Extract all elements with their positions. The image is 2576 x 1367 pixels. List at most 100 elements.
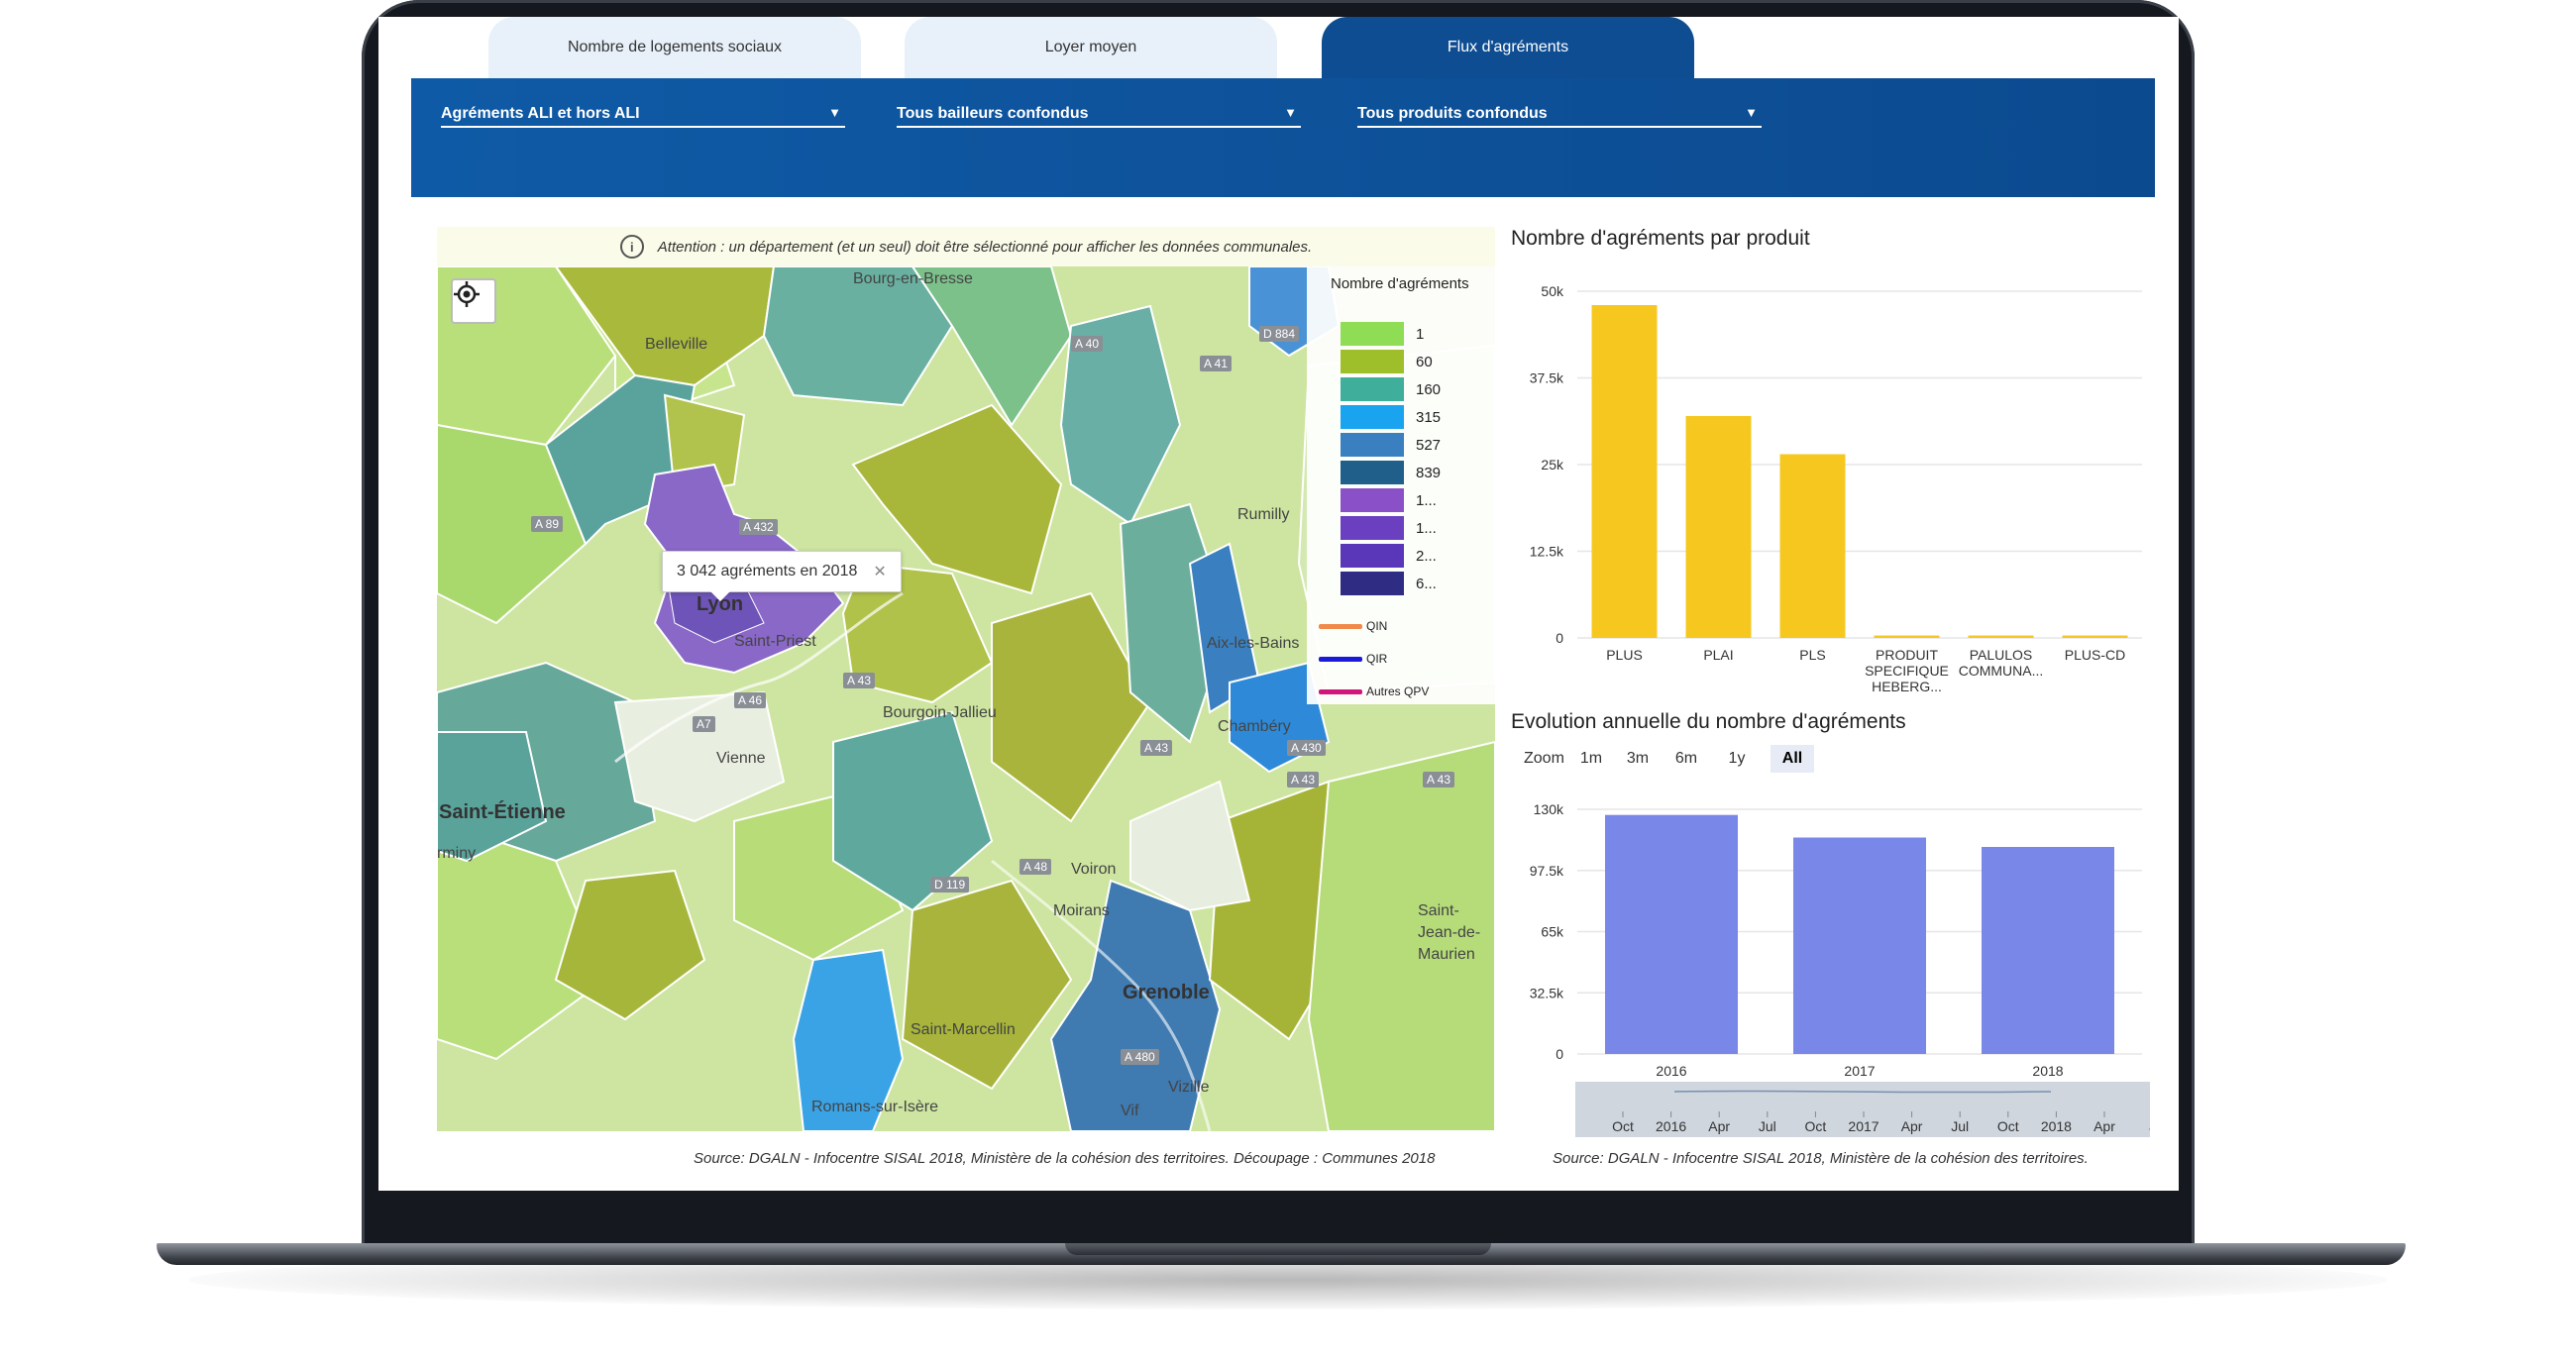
bar[interactable] [1982, 847, 2114, 1054]
bar[interactable] [1605, 814, 1738, 1054]
zoom-label: Zoom [1524, 750, 1564, 767]
x-tick-label: 2016 [1656, 1063, 1686, 1079]
zoom-button[interactable]: 6m [1674, 750, 1698, 767]
place-label: Rumilly [1237, 506, 1290, 523]
legend-boundary-label: QIR [1366, 652, 1388, 666]
tab-label: Loyer moyen [1044, 39, 1137, 55]
place-label: Saint-Priest [734, 633, 816, 650]
map-legend: Nombre d'agréments 1 60 160 315 527 839 1... 1.… [1307, 266, 1495, 704]
map-tooltip: 3 042 agréments en 2018 ✕ [662, 551, 902, 601]
bar[interactable] [2062, 635, 2128, 638]
zoom-button[interactable]: 3m [1626, 750, 1650, 767]
y-tick-label: 130k [1534, 801, 1564, 817]
legend-class: 839 [1341, 461, 1441, 484]
road-label: D 884 [1259, 326, 1300, 342]
x-tick-label: PALULOS [1970, 647, 2033, 663]
agrement-select[interactable]: Agréments ALI et hors ALI ▼ [441, 98, 845, 128]
legend-boundary-label: QIN [1366, 619, 1388, 633]
legend-class: 60 [1341, 350, 1433, 373]
x-tick-label: 2017 [1844, 1063, 1875, 1079]
legend-class-label: 1... [1416, 491, 1437, 509]
y-tick-label: 50k [1541, 283, 1564, 299]
legend-swatch [1341, 433, 1404, 457]
legend-swatch [1341, 572, 1404, 595]
legend-class: 1... [1341, 516, 1437, 540]
crosshair-icon [454, 281, 480, 307]
navigator-tick-label: Jul [1759, 1118, 1776, 1134]
bar[interactable] [1968, 635, 2034, 638]
legend-boundary-swatch [1319, 623, 1362, 629]
legend-swatch [1341, 544, 1404, 568]
locate-button[interactable] [451, 278, 496, 324]
place-label: Lyon [697, 593, 744, 615]
x-tick-label: HEBERG... [1872, 679, 1942, 694]
tab-flux-agrements[interactable]: Flux d'agréments [1322, 17, 1694, 78]
road-label: A 43 [1287, 772, 1320, 788]
chart2-title: Evolution annuelle du nombre d'agréments [1511, 710, 1906, 733]
road-label: A 43 [1140, 740, 1173, 756]
legend-class: 315 [1341, 405, 1441, 429]
chart2-navigator[interactable]: Oct 2016 Apr Jul Oct 2017 Apr Jul Oct 2018 Apr J [1575, 1082, 2150, 1137]
y-tick-label: 25k [1541, 457, 1564, 473]
legend-title: Nombre d'agréments [1331, 275, 1469, 292]
bar[interactable] [1685, 416, 1752, 638]
dropdown-arrow-icon: ▼ [828, 105, 841, 120]
zoom-button[interactable]: 1m [1579, 750, 1603, 767]
tab-label: Flux d'agréments [1447, 39, 1569, 55]
tab-label: Nombre de logements sociaux [567, 39, 783, 55]
place-label: Romans-sur-Isère [811, 1099, 939, 1115]
produits-select[interactable]: Tous produits confondus ▼ [1357, 98, 1762, 128]
chart2-source: Source: DGALN - Infocentre SISAL 2018, M… [1553, 1150, 2089, 1167]
bar[interactable] [1591, 305, 1658, 638]
legend-class: 1 [1341, 322, 1424, 346]
bar[interactable] [1874, 635, 1940, 638]
dropdown-arrow-icon: ▼ [1284, 105, 1297, 120]
place-label: Vizille [1168, 1079, 1210, 1096]
tab-loyer-moyen[interactable]: Loyer moyen [905, 17, 1277, 78]
bailleurs-select[interactable]: Tous bailleurs confondus ▼ [897, 98, 1301, 128]
road-label: A 432 [739, 519, 778, 535]
x-tick-label: PRODUIT [1876, 647, 1938, 663]
place-label: Belleville [645, 336, 708, 353]
app-screen: Nombre de logements sociaux Loyer moyen … [378, 17, 2179, 1191]
legend-class-label: 315 [1416, 408, 1442, 426]
road-label: A 40 [1071, 336, 1104, 352]
legend-class: 6... [1341, 572, 1437, 595]
road-label: A 43 [843, 673, 876, 688]
navigator-tick-label: Oct [1805, 1118, 1827, 1134]
place-label: Chambéry [1218, 718, 1291, 735]
close-icon[interactable]: ✕ [873, 564, 887, 580]
legend-class-label: 839 [1416, 464, 1442, 481]
place-label: Saint-Marcellin [911, 1021, 1016, 1038]
bar[interactable] [1779, 454, 1846, 639]
y-tick-label: 32.5k [1530, 985, 1564, 1000]
legend-swatch [1341, 488, 1404, 512]
tab-logements-sociaux[interactable]: Nombre de logements sociaux [488, 17, 861, 78]
legend-swatch [1341, 461, 1404, 484]
road-label: A 48 [1020, 859, 1052, 875]
legend-class: 527 [1341, 433, 1441, 457]
zoom-button[interactable]: All [1771, 745, 1814, 773]
info-icon: i [619, 235, 644, 259]
place-label: Bourg-en-Bresse [853, 270, 973, 287]
map-warning: i Attention : un département (et un seul… [437, 227, 1495, 266]
x-tick-label: SPECIFIQUE [1865, 663, 1949, 679]
choropleth-map[interactable]: A 40 D 884 A 41 A 89 A 432 A 46 A 43 A 4… [437, 266, 1495, 1131]
road-label: A 430 [1287, 740, 1326, 756]
navigator-tick-label: Jul [1951, 1118, 1969, 1134]
x-tick-label: PLUS-CD [2065, 647, 2125, 663]
bar[interactable] [1793, 837, 1926, 1055]
place-label: Voiron [1071, 861, 1117, 878]
zoom-button[interactable]: 1y [1728, 750, 1746, 767]
road-label: A 43 [1423, 772, 1455, 788]
select-value: Tous bailleurs confondus [897, 105, 1089, 122]
navigator-tick-label: Apr [2093, 1118, 2115, 1134]
road-label: D 119 [930, 877, 970, 893]
legend-boundary: QIN [1319, 619, 1387, 633]
place-label: Moirans [1053, 902, 1110, 919]
place-label: Vif [1121, 1103, 1139, 1119]
chart1-svg: 0 12.5k 25k 37.5k 50k PLUS PLAI PLS PRODUITSPECI… [1530, 283, 2142, 694]
navigator-tick-label: 2017 [1848, 1118, 1878, 1134]
y-tick-label: 37.5k [1530, 370, 1564, 386]
navigator-track[interactable] [1575, 1082, 2150, 1137]
